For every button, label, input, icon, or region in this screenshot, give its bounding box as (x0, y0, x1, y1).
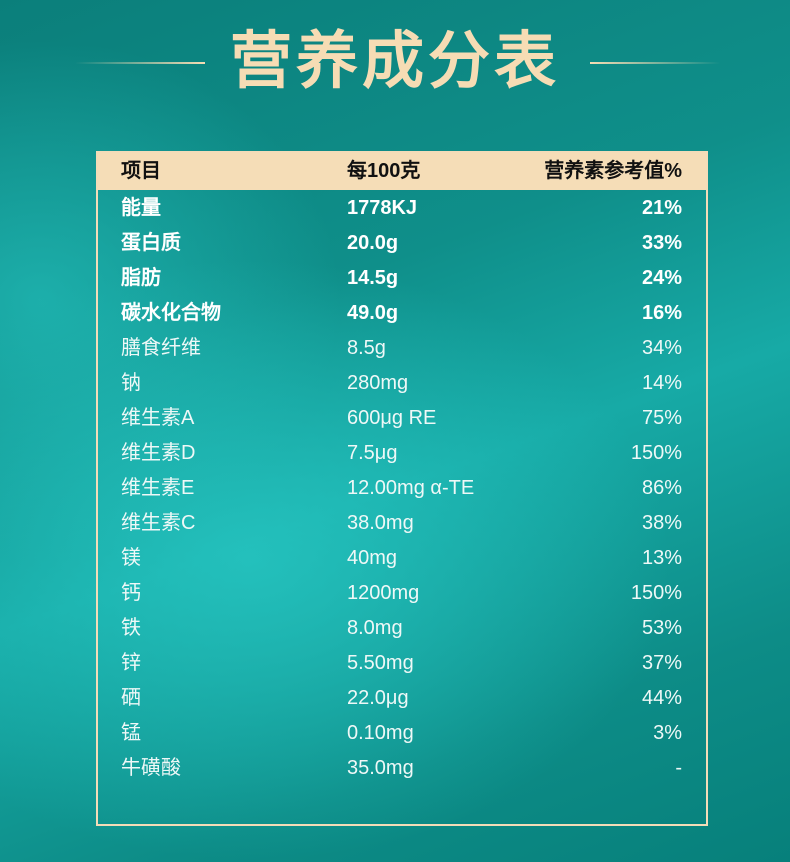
item-nrv: 21% (641, 197, 682, 219)
item-nrv: 33% (641, 232, 682, 254)
item-amount: 0.10mg (347, 722, 414, 744)
item-name: 钠 (121, 372, 141, 394)
item-amount: 14.5g (347, 267, 399, 289)
table-row: 维生素E 12.00mg α-TE 86% (98, 471, 706, 506)
item-nrv: 13% (641, 547, 682, 569)
item-nrv: 14% (641, 372, 682, 394)
header-nrv: 营养素参考值% (544, 160, 682, 182)
item-nrv: 38% (641, 512, 682, 534)
item-name: 硒 (121, 687, 141, 709)
item-nrv: 150% (630, 442, 682, 464)
nutrition-table: 项目 每100克 营养素参考值% 能量 1778KJ 21% 蛋白质 20.0g 33% 脂… (96, 151, 708, 826)
table-row: 能量 1778KJ 21% (98, 191, 706, 226)
table-row: 碳水化合物 49.0g 16% (98, 296, 706, 331)
item-amount: 40mg (347, 547, 398, 569)
item-name: 维生素E (121, 477, 195, 499)
title-divider-left (75, 62, 205, 64)
table-row: 蛋白质 20.0g 33% (98, 226, 706, 261)
table-header: 项目 每100克 营养素参考值% (98, 153, 706, 190)
header-per-100g: 每100克 (347, 160, 421, 182)
table-row: 硒 22.0μg 44% (98, 681, 706, 716)
item-nrv: 150% (630, 582, 682, 604)
table-row: 镁 40mg 13% (98, 541, 706, 576)
title-banner: 营养成分表 (0, 22, 790, 102)
item-name: 牛磺酸 (121, 757, 181, 779)
table-row: 钠 280mg 14% (98, 366, 706, 401)
item-amount: 49.0g (347, 302, 399, 324)
table-row: 钙 1200mg 150% (98, 576, 706, 611)
item-name: 维生素D (121, 442, 196, 464)
item-nrv: 75% (641, 407, 682, 429)
item-name: 钙 (121, 582, 141, 604)
table-row: 牛磺酸 35.0mg - (98, 751, 706, 786)
item-nrv: 16% (641, 302, 682, 324)
item-nrv: 86% (641, 477, 682, 499)
table-row: 维生素D 7.5μg 150% (98, 436, 706, 471)
item-name: 碳水化合物 (121, 302, 221, 324)
page-title: 营养成分表 (229, 27, 560, 96)
item-amount: 1200mg (347, 582, 420, 604)
item-amount: 280mg (347, 372, 409, 394)
item-nrv: 37% (641, 652, 682, 674)
item-name: 膳食纤维 (121, 337, 201, 359)
item-amount: 7.5μg (347, 442, 398, 464)
title-divider-right (590, 62, 720, 64)
item-amount: 1778KJ (347, 197, 418, 219)
item-name: 镁 (121, 547, 141, 569)
item-amount: 8.5g (347, 337, 386, 359)
item-nrv: 53% (641, 617, 682, 639)
item-name: 蛋白质 (121, 232, 181, 254)
table-row: 维生素C 38.0mg 38% (98, 506, 706, 541)
item-amount: 8.0mg (347, 617, 403, 639)
item-name: 脂肪 (121, 267, 161, 289)
item-nrv: 3% (653, 722, 682, 744)
item-amount: 35.0mg (347, 757, 414, 779)
item-amount: 38.0mg (347, 512, 414, 534)
item-amount: 20.0g (347, 232, 399, 254)
item-name: 锌 (121, 652, 141, 674)
item-amount: 600μg RE (347, 407, 437, 429)
table-row: 锌 5.50mg 37% (98, 646, 706, 681)
item-name: 能量 (121, 197, 161, 219)
item-amount: 12.00mg α-TE (347, 477, 475, 499)
table-row: 膳食纤维 8.5g 34% (98, 331, 706, 366)
item-name: 维生素C (121, 512, 196, 534)
header-item: 项目 (121, 160, 161, 182)
item-amount: 5.50mg (347, 652, 414, 674)
item-amount: 22.0μg (347, 687, 409, 709)
item-nrv: 34% (641, 337, 682, 359)
item-nrv: 24% (641, 267, 682, 289)
item-name: 维生素A (121, 407, 195, 429)
item-nrv: - (675, 757, 682, 779)
table-row: 脂肪 14.5g 24% (98, 261, 706, 296)
table-row: 锰 0.10mg 3% (98, 716, 706, 751)
item-nrv: 44% (641, 687, 682, 709)
item-name: 锰 (121, 722, 141, 744)
item-name: 铁 (121, 617, 141, 639)
table-row: 铁 8.0mg 53% (98, 611, 706, 646)
table-row: 维生素A 600μg RE 75% (98, 401, 706, 436)
